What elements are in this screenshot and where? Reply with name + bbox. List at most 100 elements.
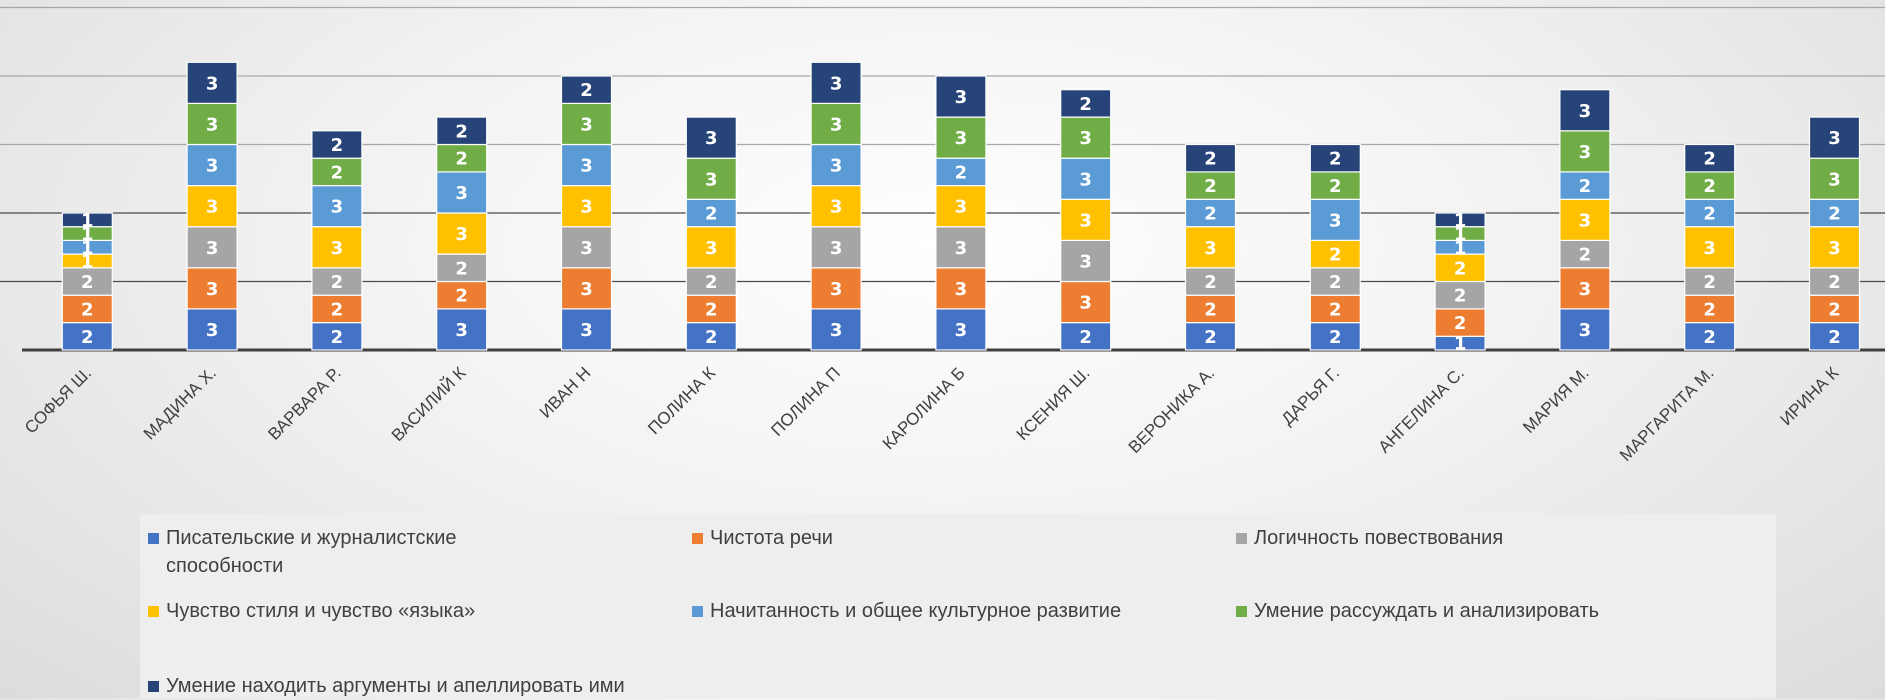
legend-label: Чистота речи [710,527,833,549]
data-label: 3 [1079,251,1092,272]
data-label: 2 [455,286,468,307]
bar-segment [560,308,613,351]
data-label: 2 [580,80,593,101]
data-label: 2 [1204,149,1217,170]
legend-swatch [692,533,703,544]
legend-item: Начитанность и общее культурное развитие [692,597,1121,625]
legend-item: Чистота речи [692,524,833,552]
bar-segment [935,185,987,228]
bar-segment [935,116,987,159]
data-label: 1 [1454,210,1467,231]
data-label: 3 [206,238,219,259]
data-label: 2 [1454,258,1467,279]
bar-segment [935,308,987,351]
bar-segment [1060,198,1112,242]
data-label: 3 [1579,101,1592,122]
bar-segment [311,267,363,296]
bar-segment [1559,130,1611,173]
category-label: МАДИНА Х. [140,363,220,443]
category-labels: СОФЬЯ Ш. МАДИНА Х. ВАРВАРА Р. ВАСИЛИЙ К ИВАН… [21,363,1842,465]
bar-segment [685,157,737,200]
data-label: 3 [1828,169,1841,190]
data-label: 3 [955,320,968,341]
data-label: 3 [955,128,968,149]
data-label: 3 [580,197,593,218]
bar-segment [1309,239,1361,269]
bar-segment [810,308,862,351]
data-label: 3 [830,238,843,259]
data-label: 2 [81,272,94,293]
data-label: 2 [81,299,94,320]
bar-segment [436,143,488,173]
category-label: МАРИЯ М. [1519,363,1593,437]
bar-segment [1434,212,1486,228]
data-label: 2 [1703,327,1716,348]
data-label: 3 [705,128,718,149]
bar-segment [1559,89,1611,132]
data-label: 3 [206,320,219,341]
data-label: 2 [705,272,718,293]
bar-segment [685,322,737,351]
data-label: 2 [1579,245,1592,266]
data-label: 2 [331,299,344,320]
data-label: 1 [1454,238,1467,259]
bar-segment [1060,116,1112,159]
data-label: 3 [1329,210,1342,231]
legend-swatch [1236,533,1247,544]
category-label: ВАРВАРА Р. [264,363,344,443]
bar-segment [1309,267,1361,296]
bar-segment [1684,198,1736,228]
bar-segment [186,143,238,187]
data-label: 3 [1703,238,1716,259]
data-label: 2 [331,327,344,348]
category-label: КАРОЛИНА Б [879,363,969,453]
data-label: 2 [1828,299,1841,320]
bar-segment [1559,198,1611,242]
data-label: 3 [580,238,593,259]
data-label: 2 [1828,327,1841,348]
bar-segment [186,267,238,310]
legend-swatch [1236,606,1247,617]
legend-item: Умение рассуждать и анализировать [1236,597,1599,625]
data-label: 2 [1204,299,1217,320]
legend-label: Писательские и журналистские способности [166,527,457,577]
bar-segment [935,267,987,310]
data-label: 2 [1204,327,1217,348]
data-label: 2 [1204,176,1217,197]
bar-segment [1684,226,1736,269]
bar-segment [810,143,862,187]
bar-segment [685,267,737,296]
bar-segment [1808,226,1861,269]
legend-swatch [148,606,159,617]
bar-segment [685,116,737,159]
data-label: 2 [81,327,94,348]
legend-label: Чувство стиля и чувство «языка» [166,600,476,622]
data-label: 2 [331,135,344,156]
data-label: 3 [1579,142,1592,163]
bar-segment [1434,280,1486,310]
legend-label: Умение рассуждать и анализировать [1254,600,1600,622]
data-label: 3 [830,279,843,300]
data-label: 3 [580,279,593,300]
bar-segment [560,185,613,228]
data-label: 3 [830,320,843,341]
data-label: 3 [1579,210,1592,231]
bar-segment [1060,157,1112,200]
data-label: 2 [1329,272,1342,293]
data-label: 3 [955,197,968,218]
category-label: ПОЛИНА К [644,363,719,438]
data-label: 2 [455,258,468,279]
data-label: 2 [1703,149,1716,170]
bar-segment [1684,322,1736,351]
data-label: 3 [455,224,468,245]
data-label: 3 [830,197,843,218]
data-label: 2 [705,327,718,348]
bar-segment [1060,280,1112,324]
data-label: 2 [1828,204,1841,225]
data-label: 3 [206,279,219,300]
bar-segment [1309,294,1361,324]
bar-segment [810,61,862,104]
bar-segment [935,75,987,118]
data-label: 2 [1204,204,1217,225]
data-label: 2 [955,162,968,183]
